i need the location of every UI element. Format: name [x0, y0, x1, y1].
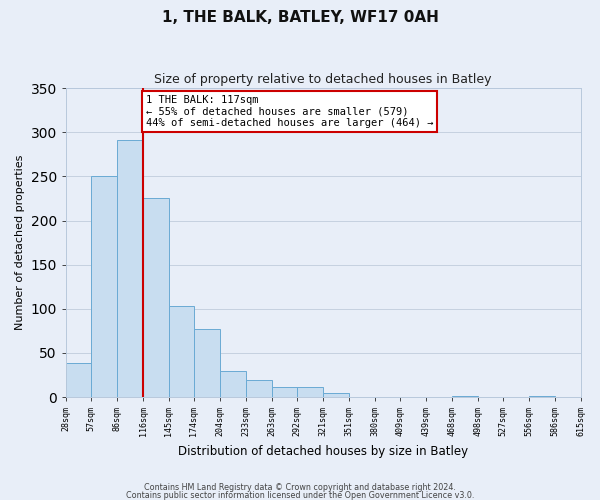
Bar: [169, 306, 194, 397]
Bar: [117, 140, 143, 397]
Bar: [298, 388, 323, 397]
Text: Contains HM Land Registry data © Crown copyright and database right 2024.: Contains HM Land Registry data © Crown c…: [144, 484, 456, 492]
X-axis label: Distribution of detached houses by size in Batley: Distribution of detached houses by size …: [178, 444, 468, 458]
Bar: [323, 392, 349, 397]
Y-axis label: Number of detached properties: Number of detached properties: [15, 155, 25, 330]
Bar: [272, 386, 298, 397]
Text: 1 THE BALK: 117sqm
← 55% of detached houses are smaller (579)
44% of semi-detach: 1 THE BALK: 117sqm ← 55% of detached hou…: [146, 95, 433, 128]
Bar: [194, 329, 220, 397]
Bar: [452, 396, 478, 397]
Bar: [220, 370, 245, 397]
Bar: [245, 380, 272, 397]
Bar: [66, 362, 91, 397]
Text: 1, THE BALK, BATLEY, WF17 0AH: 1, THE BALK, BATLEY, WF17 0AH: [161, 10, 439, 25]
Text: Contains public sector information licensed under the Open Government Licence v3: Contains public sector information licen…: [126, 490, 474, 500]
Bar: [143, 198, 169, 397]
Title: Size of property relative to detached houses in Batley: Size of property relative to detached ho…: [154, 72, 492, 86]
Bar: [91, 176, 117, 397]
Bar: [529, 396, 555, 397]
